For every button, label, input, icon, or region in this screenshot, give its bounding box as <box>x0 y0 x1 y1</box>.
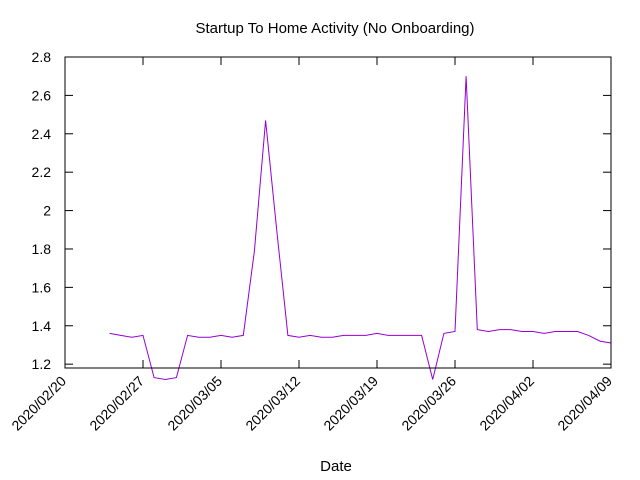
x-tick-label: 2020/03/19 <box>320 373 381 434</box>
x-tick-label: 2020/02/20 <box>8 373 69 434</box>
y-tick-label: 2.2 <box>32 164 52 180</box>
y-tick-label: 1.4 <box>32 318 52 334</box>
x-tick-label: 2020/02/27 <box>86 373 147 434</box>
y-tick-label: 2.6 <box>32 87 52 103</box>
x-tick-label: 2020/04/09 <box>554 373 615 434</box>
plot-border <box>64 56 612 369</box>
x-tick-label: 2020/03/12 <box>242 373 303 434</box>
chart-title: Startup To Home Activity (No Onboarding) <box>195 20 474 37</box>
tick-group: 1.2 1.4 1.6 1.8 2 2.2 2.4 2.6 2.8 2020/02/20 2020/… <box>8 49 615 434</box>
y-tick-label: 2.8 <box>32 49 52 65</box>
x-tick-label: 2020/03/05 <box>164 373 225 434</box>
x-tick-label: 2020/04/02 <box>476 373 537 434</box>
series-line <box>109 76 612 381</box>
y-tick-label: 1.8 <box>32 241 52 257</box>
y-tick-label: 2.4 <box>32 126 52 142</box>
x-tick-label: 2020/03/26 <box>398 373 459 434</box>
y-tick-label: 1.2 <box>32 356 52 372</box>
y-tick-label: 1.6 <box>32 279 52 295</box>
y-tick-label: 2 <box>43 203 51 219</box>
x-axis-label: Date <box>320 458 352 475</box>
